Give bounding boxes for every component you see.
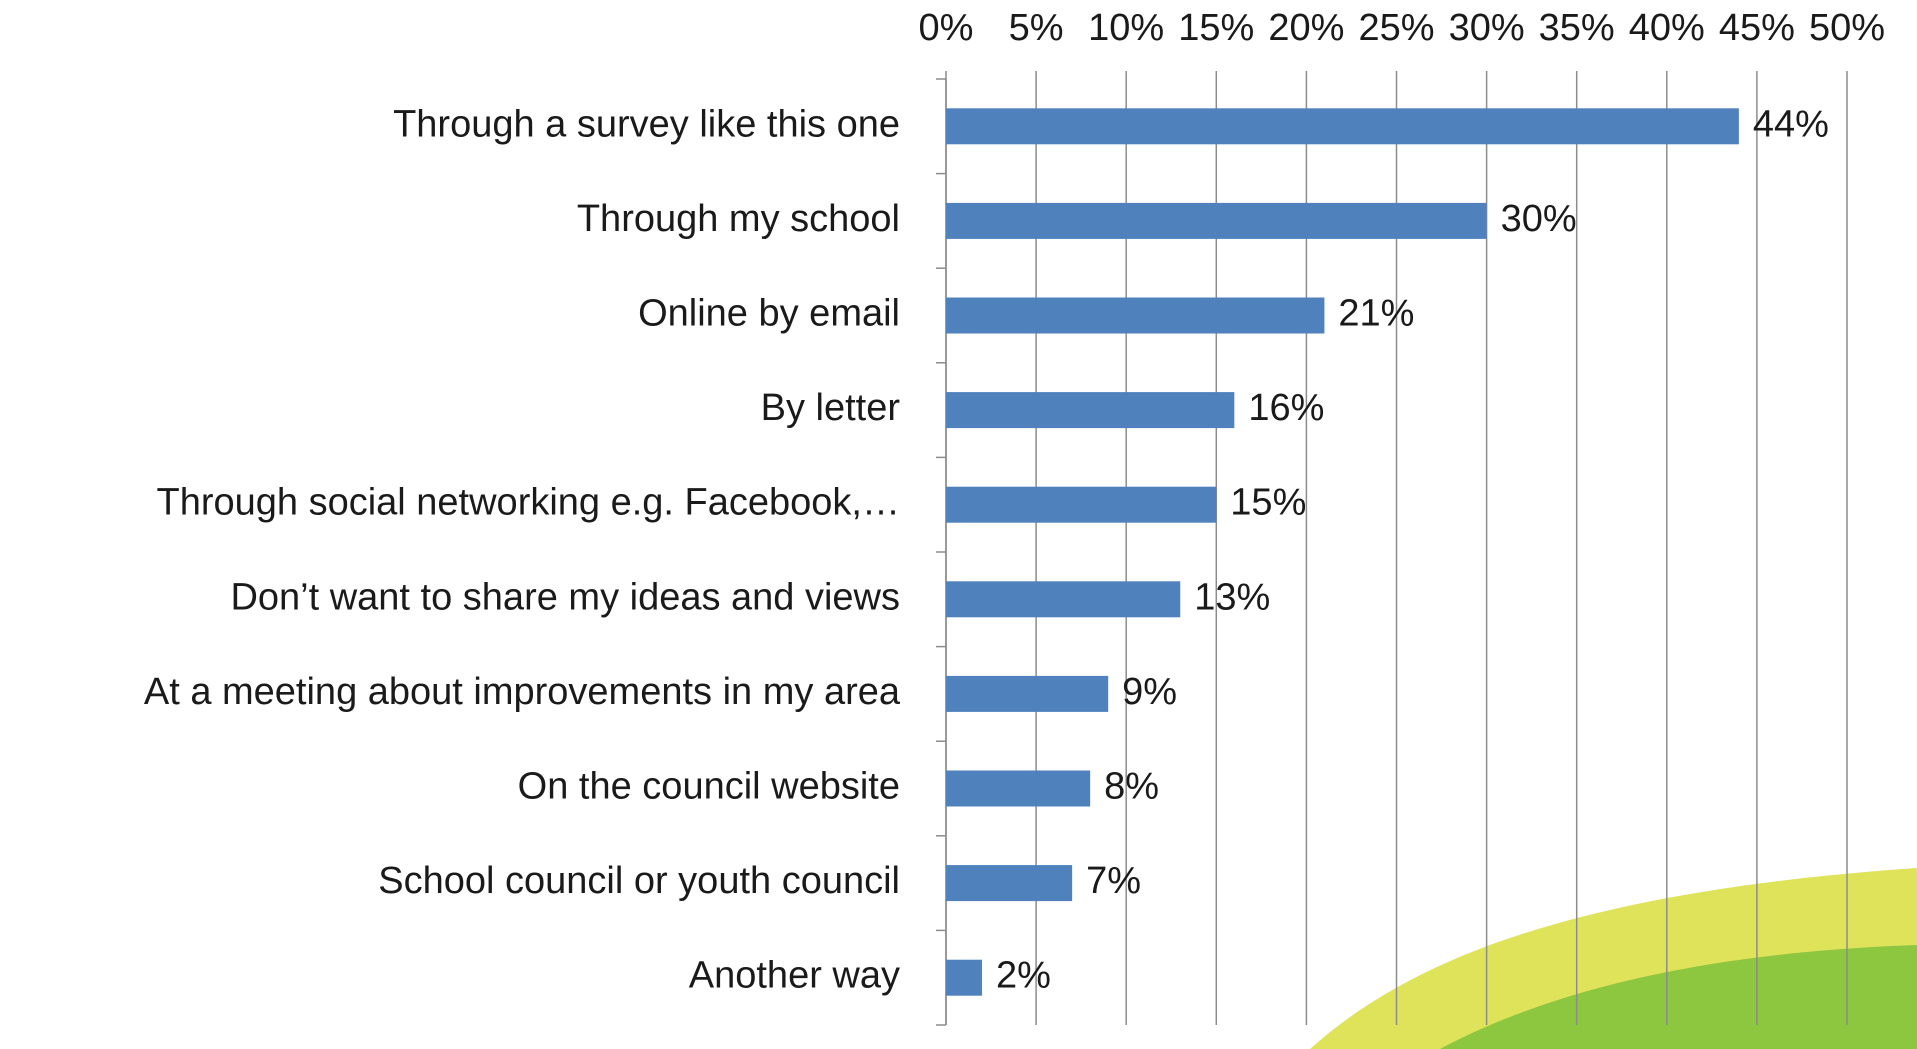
- background-swoosh: [1310, 868, 1917, 1049]
- bar: [946, 486, 1217, 523]
- bar: [946, 959, 983, 996]
- data-label: 21%: [1338, 293, 1414, 335]
- bar: [946, 581, 1181, 618]
- y-tick-label: Another way: [689, 955, 900, 997]
- y-tick-label: Through my school: [577, 198, 900, 240]
- bar: [946, 865, 1073, 902]
- x-tick-label: 40%: [1629, 7, 1705, 49]
- y-tick-label: Online by email: [638, 293, 900, 335]
- x-tick-label: 50%: [1809, 7, 1885, 49]
- y-tick-label: Through social networking e.g. Facebook,…: [156, 482, 900, 524]
- data-label: 30%: [1501, 198, 1577, 240]
- x-tick-label: 0%: [919, 7, 974, 49]
- x-tick-label: 45%: [1719, 7, 1795, 49]
- bar: [946, 202, 1487, 239]
- y-tick-label: School council or youth council: [378, 860, 900, 902]
- data-label: 13%: [1194, 576, 1270, 618]
- data-label: 16%: [1248, 387, 1324, 429]
- y-tick-label: Through a survey like this one: [393, 103, 900, 145]
- data-label: 44%: [1753, 103, 1829, 145]
- x-tick-label: 15%: [1178, 7, 1254, 49]
- data-label: 15%: [1230, 482, 1306, 524]
- x-tick-label: 25%: [1358, 7, 1434, 49]
- data-label: 8%: [1104, 766, 1159, 808]
- bar: [946, 297, 1325, 334]
- data-label: 2%: [996, 955, 1051, 997]
- x-tick-label: 20%: [1268, 7, 1344, 49]
- y-tick-label: Don’t want to share my ideas and views: [230, 576, 900, 618]
- y-tick-label: By letter: [761, 387, 901, 429]
- swoosh-green: [1440, 945, 1917, 1049]
- x-tick-label: 35%: [1539, 7, 1615, 49]
- data-label: 9%: [1122, 671, 1177, 713]
- x-tick-label: 30%: [1449, 7, 1525, 49]
- bar: [946, 770, 1091, 807]
- y-tick-label: On the council website: [518, 766, 900, 808]
- bar: [946, 675, 1109, 712]
- x-tick-label: 10%: [1088, 7, 1164, 49]
- y-tick-label: At a meeting about improvements in my ar…: [144, 671, 901, 713]
- data-label: 7%: [1086, 860, 1141, 902]
- bar: [946, 392, 1235, 429]
- x-tick-label: 5%: [1009, 7, 1064, 49]
- bar: [946, 108, 1739, 145]
